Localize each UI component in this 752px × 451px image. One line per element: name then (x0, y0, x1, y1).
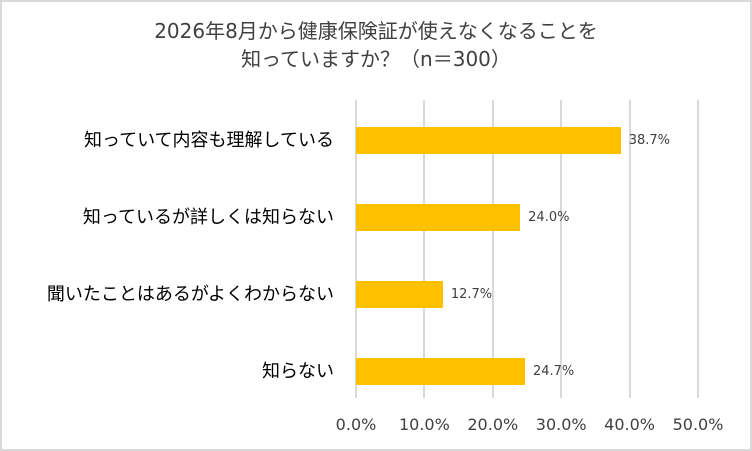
gridline (628, 100, 631, 398)
chart-title-line-1: 2026年8月から健康保険証が使えなくなることを (154, 19, 598, 43)
data-label: 38.7% (628, 133, 671, 148)
gridline (423, 100, 426, 398)
chart-title: 2026年8月から健康保険証が使えなくなることを 知っていますか？（n＝300） (0, 17, 752, 73)
category-label: 知らない (262, 361, 334, 382)
x-tick-label: 20.0% (467, 415, 519, 434)
chart-title-line-2: 知っていますか？（n＝300） (241, 47, 511, 71)
gridline (491, 100, 494, 398)
x-tick-label: 50.0% (672, 415, 724, 434)
gridline (355, 100, 357, 398)
x-tick-label: 10.0% (398, 415, 450, 434)
bar (356, 358, 525, 385)
gridline (697, 100, 699, 398)
plot-area: 38.7% 24.0% 12.7% 24.7% (355, 100, 699, 398)
category-label: 知っていて内容も理解している (83, 130, 334, 151)
category-label: 聞いたことはあるがよくわからない (46, 284, 334, 305)
bar (356, 281, 443, 308)
data-label: 24.0% (528, 210, 570, 225)
data-label: 24.7% (532, 364, 575, 379)
x-tick-label: 0.0% (335, 415, 377, 434)
category-label: 知っているが詳しくは知らない (82, 207, 334, 228)
x-tick-label: 30.0% (535, 415, 587, 434)
data-label: 12.7% (450, 287, 493, 302)
x-tick-label: 40.0% (604, 415, 655, 434)
bar (356, 127, 621, 154)
bar (356, 204, 521, 231)
gridline (560, 100, 563, 398)
